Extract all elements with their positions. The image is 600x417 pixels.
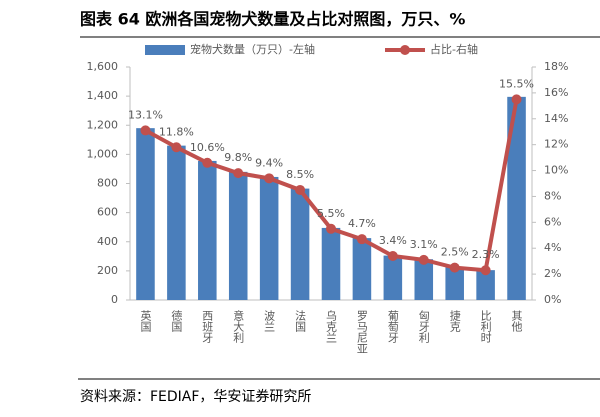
x-tick-label: 德国 — [170, 309, 183, 333]
data-label: 9.4% — [255, 156, 283, 169]
y2-tick-label: 16% — [544, 86, 568, 99]
bar — [228, 171, 248, 300]
x-tick-label: 捷克 — [448, 309, 461, 332]
line-point — [264, 173, 275, 184]
y2-tick-label: 8% — [544, 189, 561, 202]
data-label: 15.5% — [499, 77, 534, 90]
source: 资料来源：FEDIAF，华安证券研究所 — [80, 389, 311, 405]
line-point — [295, 184, 306, 195]
x-tick-label: 意大利 — [232, 309, 245, 343]
bar — [414, 259, 434, 300]
bar — [198, 160, 217, 300]
line-point — [356, 234, 367, 245]
bar — [476, 270, 495, 300]
bar — [290, 188, 310, 300]
x-tick-label: 波兰 — [263, 310, 276, 332]
data-label: 10.6% — [190, 141, 225, 154]
legend-label: 宠物犬数量（万只）-左轴 — [190, 42, 315, 56]
y2-tick-label: 6% — [544, 215, 561, 228]
data-label: 2.3% — [472, 248, 500, 261]
line-point — [449, 262, 460, 273]
y2-tick-label: 0% — [544, 293, 561, 306]
data-label: 3.4% — [379, 234, 407, 247]
chart-title: 图表 64 欧洲各国宠物犬数量及占比对照图，万只、% — [80, 10, 465, 29]
bar — [383, 255, 403, 300]
data-label: 3.1% — [410, 238, 438, 251]
data-label: 13.1% — [128, 108, 163, 121]
line-point — [480, 265, 491, 276]
y-tick-label: 1,600 — [87, 60, 119, 73]
x-tick-label: 西班牙 — [201, 310, 214, 344]
data-label: 5.5% — [317, 207, 345, 220]
line-point — [171, 142, 182, 153]
x-tick-label: 法国 — [294, 309, 307, 333]
x-tick-label: 英国 — [139, 309, 152, 333]
y2-tick-label: 18% — [544, 60, 568, 73]
y-tick-label: 0 — [111, 293, 118, 306]
y-tick-label: 1,000 — [87, 147, 119, 160]
x-tick-label: 比利时 — [479, 310, 492, 343]
bar — [352, 238, 372, 300]
bar — [507, 96, 526, 301]
data-label: 2.5% — [441, 246, 469, 259]
line-point — [326, 223, 336, 234]
bar — [445, 267, 464, 300]
data-label: 4.7% — [348, 217, 376, 230]
y2-tick-label: 14% — [544, 112, 568, 125]
x-tick-label: 乌克兰 — [325, 309, 338, 343]
y-tick-label: 1,200 — [87, 118, 119, 131]
y-tick-label: 600 — [97, 206, 118, 219]
y-tick-label: 400 — [97, 235, 118, 248]
data-label: 9.8% — [224, 151, 252, 164]
data-label: 8.5% — [286, 168, 314, 181]
y2-tick-label: 4% — [544, 241, 561, 254]
x-tick-label: 匈牙利 — [417, 309, 430, 343]
bar — [167, 145, 186, 300]
x-tick-label: 葡萄牙 — [386, 310, 399, 344]
line-point — [233, 168, 244, 179]
y-tick-label: 800 — [97, 177, 118, 190]
legend-swatch — [145, 45, 185, 55]
line-point — [511, 94, 522, 105]
bar — [259, 176, 279, 300]
y2-tick-label: 2% — [544, 267, 561, 280]
y2-tick-label: 10% — [544, 164, 568, 177]
x-tick-label: 其他 — [510, 310, 523, 332]
line-point — [140, 125, 151, 136]
y-tick-label: 1,400 — [87, 89, 119, 102]
y-tick-label: 200 — [97, 264, 118, 277]
line-point — [202, 157, 213, 168]
bar — [136, 128, 155, 300]
y2-tick-label: 12% — [544, 138, 568, 151]
data-label: 11.8% — [159, 125, 194, 138]
bar — [321, 227, 341, 300]
legend-label: 占比-右轴 — [430, 42, 478, 56]
x-tick-label: 罗马尼亚 — [355, 310, 368, 354]
line-point — [387, 250, 398, 261]
line-point — [418, 254, 429, 265]
legend-marker — [400, 45, 410, 55]
